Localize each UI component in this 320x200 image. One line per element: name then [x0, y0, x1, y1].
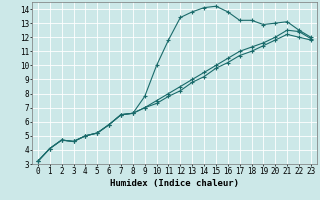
X-axis label: Humidex (Indice chaleur): Humidex (Indice chaleur): [110, 179, 239, 188]
